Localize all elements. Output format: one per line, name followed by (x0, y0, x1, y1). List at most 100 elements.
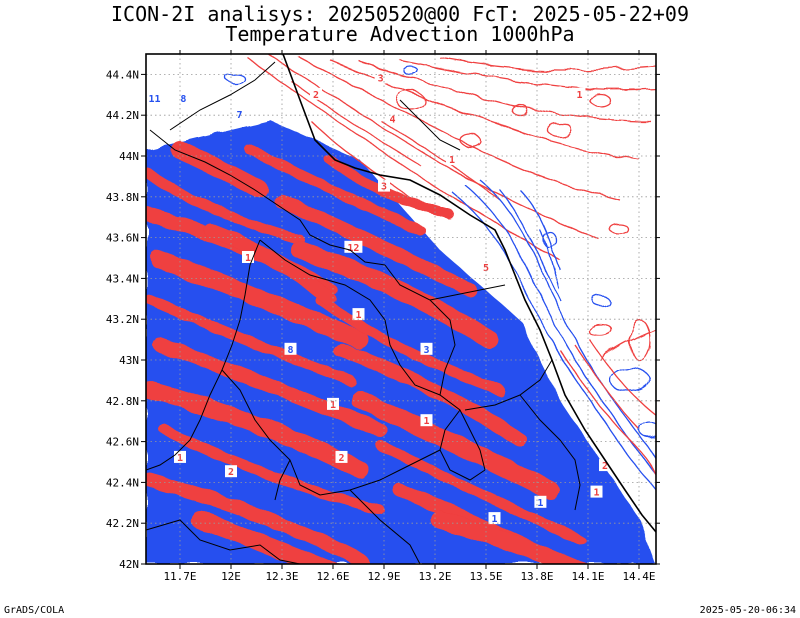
contour-value-label: 2 (602, 461, 608, 472)
y-tick-label: 44.4N (106, 68, 139, 81)
region-border-marche-interior (384, 264, 456, 396)
warm-advection-band (351, 391, 559, 499)
contour-label-background (233, 108, 246, 121)
contour-value-label: 1 (449, 155, 455, 166)
region-border-campania (349, 489, 421, 564)
region-border-lazio-south (274, 459, 291, 501)
contour-value-label: 1 (245, 253, 251, 264)
coastline (282, 54, 656, 533)
contour-value-label: 3 (378, 73, 384, 84)
contour-value-label: 3 (381, 182, 387, 193)
region-border-lazio-coast (146, 519, 301, 564)
warm-advection-band (203, 223, 337, 307)
region-border-lazio (221, 369, 441, 496)
contour-value-label: 7 (236, 110, 242, 121)
warm-advection-band (245, 145, 425, 235)
contour-value-label: 5 (483, 263, 489, 274)
y-tick-label: 43.2N (106, 313, 139, 326)
footer-timestamp: 2025-05-20-06:34 (700, 605, 796, 616)
region-border-toscana-umbria (146, 239, 261, 471)
contour-value-label: 12 (347, 243, 359, 254)
x-tick-label: 14.1E (571, 570, 604, 583)
x-tick-label: 13.2E (418, 570, 451, 583)
x-tick-label: 13.5E (469, 570, 502, 583)
warm-advection-band (291, 241, 499, 349)
contour-value-label: 1 (576, 90, 582, 101)
contour-value-label: 11 (148, 94, 160, 105)
contour-label-background (573, 87, 586, 100)
y-tick-label: 42N (119, 558, 139, 571)
x-tick-label: 12.9E (367, 570, 400, 583)
warm-advection-band (315, 295, 505, 395)
region-border-abruzzo (439, 409, 486, 481)
x-tick-label: 14.4E (622, 570, 655, 583)
region-border-marche-coast (429, 284, 506, 301)
y-axis-ticks: 42N 42.2N 42.4N 42.6N 42.8N 43N 43.2N 43.4N 43.6… (106, 68, 660, 571)
warm-advection-band (146, 170, 305, 245)
y-tick-label: 43.8N (106, 191, 139, 204)
contour-value-label: 1 (355, 310, 361, 321)
contour-label-background (352, 308, 365, 321)
contour-label-background (590, 485, 603, 498)
x-tick-label: 12.6E (316, 570, 349, 583)
warm-advection-band (273, 193, 477, 297)
contour-label-background (284, 342, 297, 355)
contour-label-background (225, 465, 237, 478)
warm-advection-contours-coast (559, 329, 656, 481)
contour-value-label: 1 (537, 498, 543, 509)
contour-value-label: 1 (491, 514, 497, 525)
title-line-1: ICON-2I analisys: 20250520@00 FcT: 2025-… (111, 2, 689, 26)
y-tick-label: 43.6N (106, 232, 139, 245)
y-tick-label: 42.8N (106, 395, 139, 408)
contour-value-label: 1 (177, 453, 183, 464)
x-tick-label: 12E (221, 570, 241, 583)
warm-advection-band (160, 425, 385, 515)
contour-value-label: 1 (423, 416, 429, 427)
contour-label-background (310, 87, 322, 100)
warm-advection-band (191, 511, 338, 564)
cold-advection-contours-coast (225, 65, 656, 491)
contour-value-label: 8 (287, 345, 293, 356)
title-line-2: Temperature Advection 1000hPa (225, 22, 574, 46)
contour-label-background (488, 512, 501, 525)
warm-advection-band (333, 343, 527, 447)
contour-value-label: 4 (389, 114, 395, 125)
y-tick-label: 43.4N (106, 272, 139, 285)
y-tick-label: 44.2N (106, 109, 139, 122)
borders (146, 54, 656, 564)
y-tick-label: 42.2N (106, 517, 139, 530)
advection-field: 11872343111215183112121112 (146, 54, 656, 564)
region-border-north (169, 61, 276, 131)
contour-label-background (374, 71, 387, 84)
warm-advection-band (171, 141, 269, 199)
contour-label-background (420, 342, 433, 355)
x-axis-ticks: 11.7E 12E 12.3E 12.6E 12.9E 13.2E 13.5E 13.8E 14… (163, 50, 656, 583)
advection-bands (146, 120, 656, 564)
footer-software-credit: GrADS/COLA (4, 605, 64, 616)
region-border-sanmarino (399, 99, 461, 151)
contour-value-label: 2 (313, 90, 319, 101)
x-tick-label: 13.8E (520, 570, 553, 583)
contour-labels: 11872343111215183112121112 (146, 71, 611, 525)
y-tick-label: 44N (119, 150, 139, 163)
contour-value-label: 3 (423, 345, 429, 356)
contour-value-label: 2 (338, 453, 344, 464)
contour-label-background (242, 251, 254, 263)
region-border-umbria-marche (259, 239, 486, 471)
y-tick-label: 42.6N (106, 436, 139, 449)
warm-advection-band (146, 295, 355, 385)
contour-label-background (534, 495, 547, 508)
contour-label-background (599, 459, 611, 472)
contour-label-background (174, 450, 186, 463)
contour-label-background (146, 91, 164, 104)
x-tick-label: 12.3E (265, 570, 298, 583)
warm-advection-band (431, 511, 588, 564)
plot-area: 11872343111215183112121112 (106, 50, 660, 583)
contour-label-background (480, 261, 492, 274)
y-tick-label: 43N (119, 354, 139, 367)
contour-value-label: 8 (180, 94, 186, 105)
x-tick-label: 11.7E (163, 570, 196, 583)
warm-advection-band (146, 473, 367, 564)
contour-value-label: 1 (593, 488, 599, 499)
